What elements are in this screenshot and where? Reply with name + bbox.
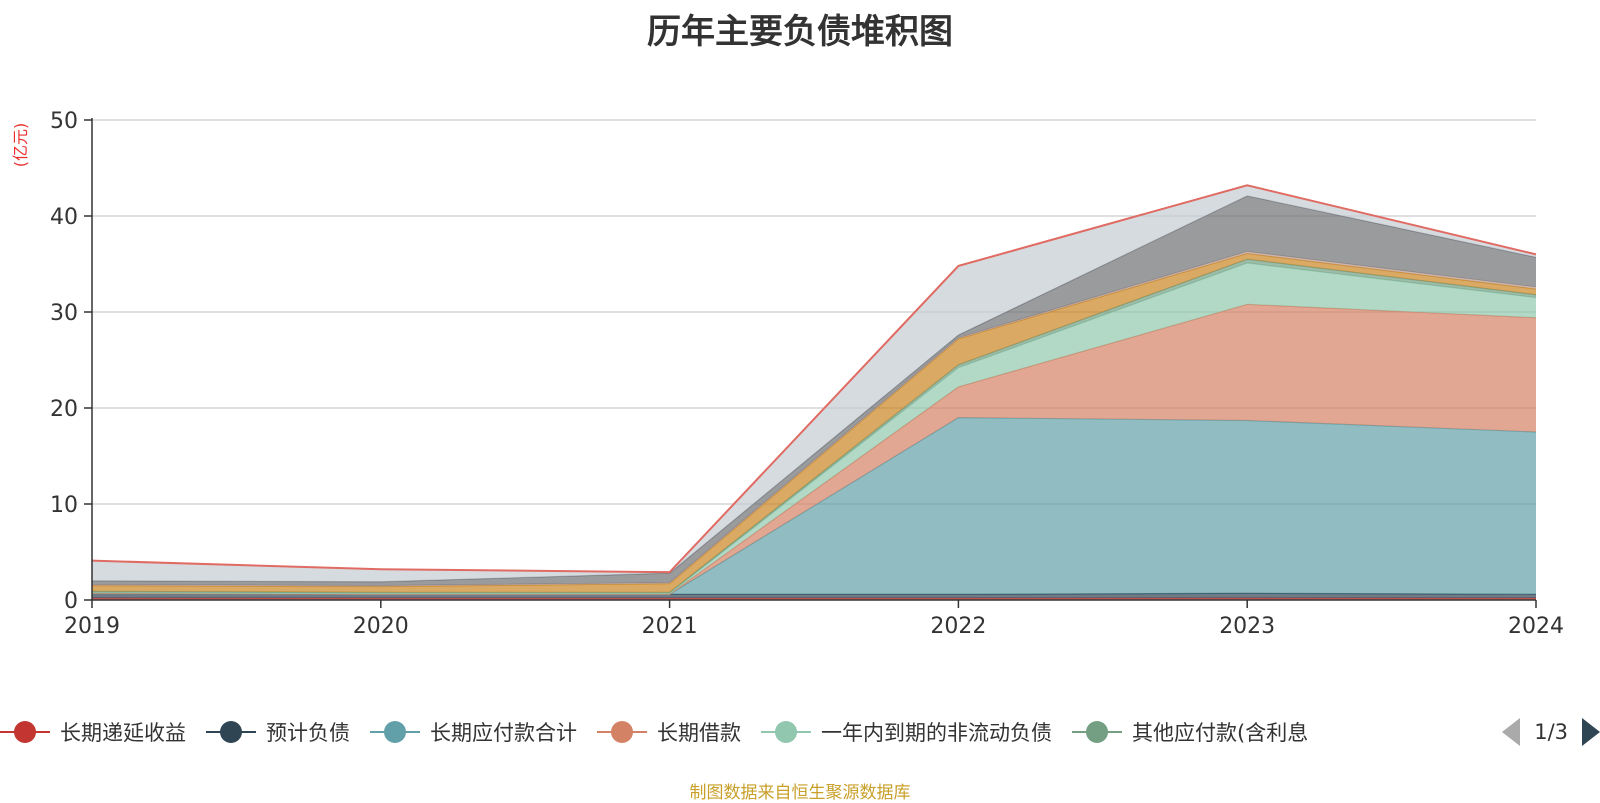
legend-marker-icon — [206, 721, 256, 743]
y-tick-label: 0 — [64, 589, 78, 614]
legend-item[interactable]: 一年内到期的非流动负债 — [761, 717, 1052, 747]
legend-label: 长期应付款合计 — [430, 721, 577, 745]
legend-label: 长期递延收益 — [60, 721, 186, 745]
legend-marker-icon — [0, 721, 50, 743]
series-area-4 — [92, 263, 1536, 595]
y-tick-label: 50 — [50, 109, 78, 134]
stacked-area-chart: 0 10 20 30 40 50 2019 2020 2021 2022 2023 2024 (亿元) — [11, 109, 1564, 639]
legend-pager: 1/3 — [1502, 712, 1600, 752]
x-tick-label: 2020 — [353, 614, 409, 639]
y-tick-label: 30 — [50, 301, 78, 326]
x-tick-label: 2023 — [1219, 614, 1275, 639]
series-area-9 — [92, 185, 1536, 582]
source-note: 制图数据来自恒生聚源数据库 — [689, 783, 911, 803]
x-tick-label: 2019 — [64, 614, 120, 639]
x-tick-label: 2021 — [642, 614, 698, 639]
legend-item[interactable]: 其他应付款(含利息 — [1072, 717, 1308, 747]
legend-label: 一年内到期的非流动负债 — [821, 721, 1052, 745]
y-axis-label: (亿元) — [11, 123, 30, 168]
x-tick-label: 2022 — [930, 614, 986, 639]
series-area-8 — [92, 195, 1536, 586]
x-tick-label: 2024 — [1508, 614, 1564, 639]
legend-label: 其他应付款(含利息 — [1132, 721, 1309, 745]
legend-marker-icon — [1072, 721, 1122, 743]
legend-label: 预计负债 — [266, 721, 350, 745]
legend-item[interactable]: 长期递延收益 — [0, 717, 186, 747]
legend-prev-page-button[interactable] — [1502, 718, 1521, 746]
legend-next-page-button[interactable] — [1582, 718, 1600, 746]
legend-marker-icon — [597, 721, 647, 743]
legend-marker-icon — [761, 721, 811, 743]
total-envelope-line — [91, 184, 1537, 574]
legend-item[interactable]: 预计负债 — [206, 717, 350, 747]
legend-page-indicator: 1/3 — [1534, 720, 1568, 744]
series-area-3 — [92, 304, 1536, 595]
chart-title: 历年主要负债堆积图 — [647, 12, 953, 52]
legend: 长期递延收益 预计负债 长期应付款合计 长期借款 一年内到期的非流动负债 其他应付款(含利… — [0, 712, 1600, 752]
series-area-2 — [92, 417, 1536, 595]
y-tick-label: 40 — [50, 205, 78, 230]
legend-marker-icon — [370, 721, 420, 743]
axes: 0 10 20 30 40 50 2019 2020 2021 2022 2023 2024 — [50, 109, 1564, 639]
series-areas — [91, 184, 1537, 600]
legend-label: 长期借款 — [657, 721, 741, 745]
legend-item[interactable]: 长期借款 — [597, 717, 741, 747]
y-tick-label: 10 — [50, 493, 78, 518]
y-tick-label: 20 — [50, 397, 78, 422]
legend-item[interactable]: 长期应付款合计 — [370, 717, 577, 747]
